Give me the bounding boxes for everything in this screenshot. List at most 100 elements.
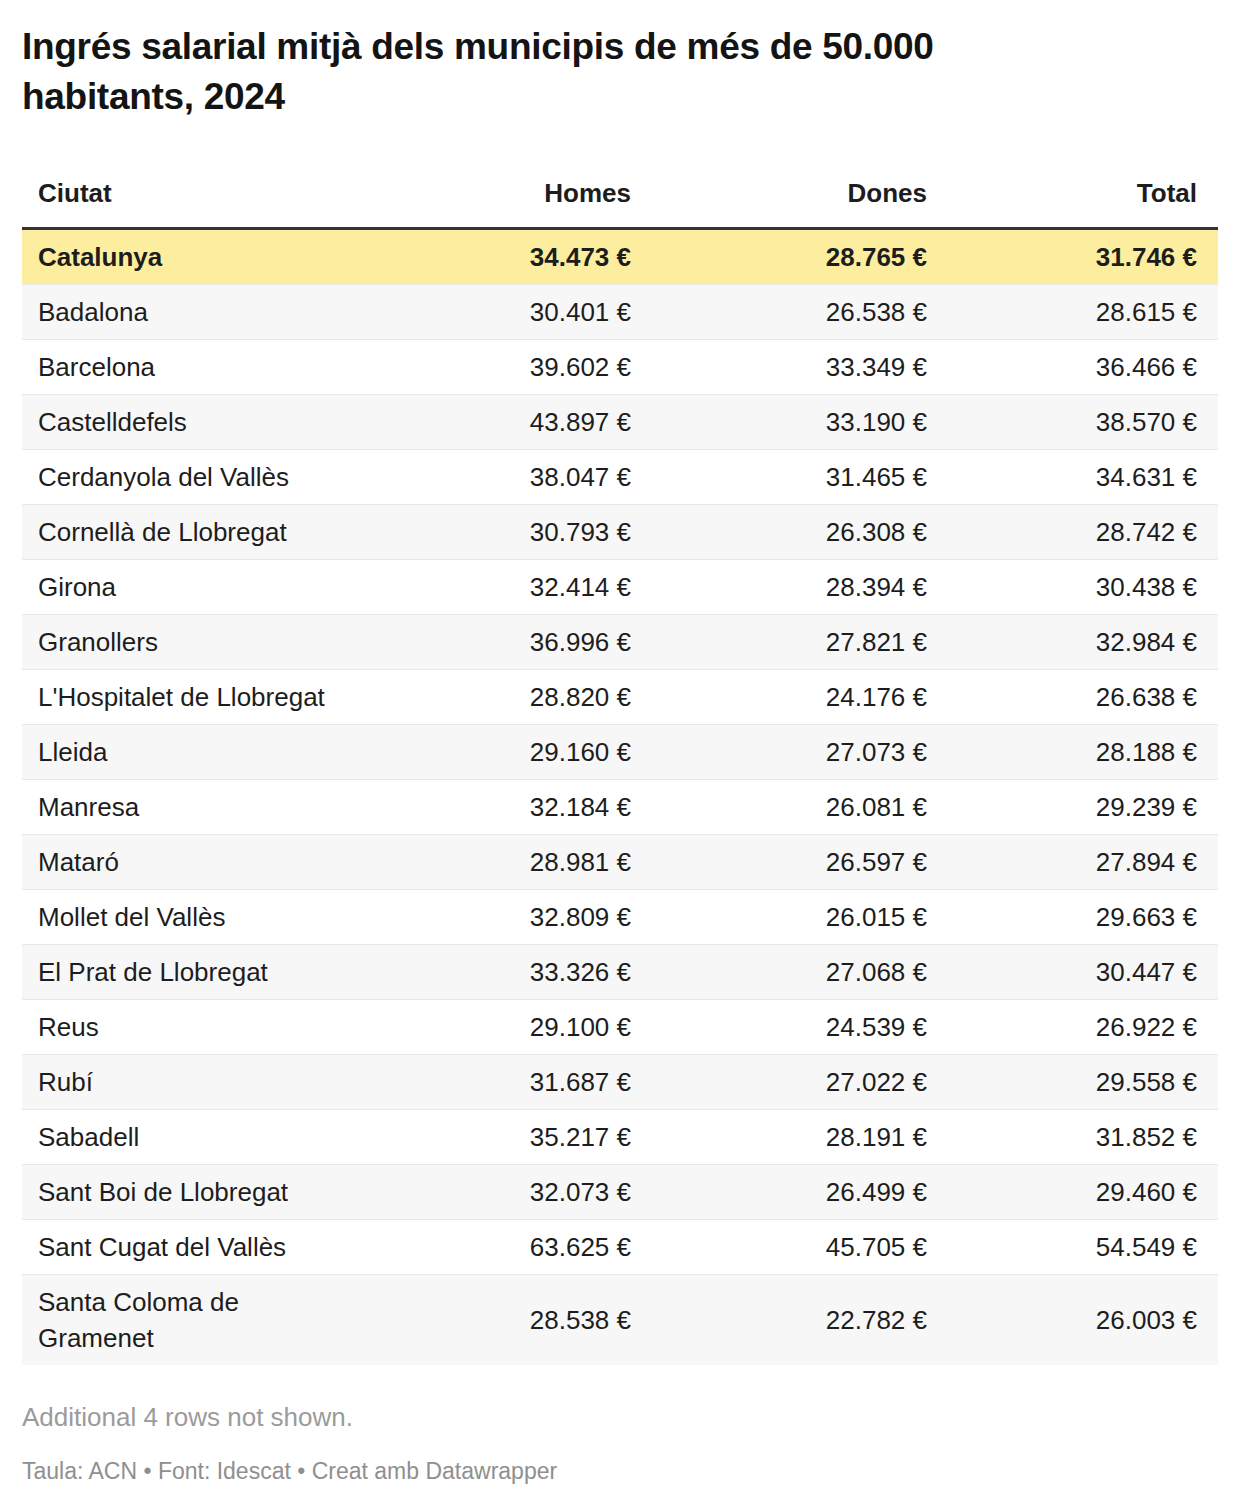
city-cell: Santa Coloma de Gramenet bbox=[22, 1275, 342, 1366]
city-cell: Barcelona bbox=[22, 340, 342, 395]
column-header-total: Total bbox=[948, 122, 1218, 229]
city-cell: Sabadell bbox=[22, 1110, 342, 1165]
total-cell: 36.466 € bbox=[948, 340, 1218, 395]
city-cell: Girona bbox=[22, 560, 342, 615]
homes-cell: 28.820 € bbox=[342, 670, 652, 725]
total-cell: 29.663 € bbox=[948, 890, 1218, 945]
table-row: El Prat de Llobregat 33.326 € 27.068 € 3… bbox=[22, 945, 1218, 1000]
dones-cell: 26.499 € bbox=[652, 1165, 948, 1220]
homes-cell: 33.326 € bbox=[342, 945, 652, 1000]
table-credits: Taula: ACN • Font: Idescat • Creat amb D… bbox=[22, 1457, 1218, 1485]
homes-cell: 38.047 € bbox=[342, 450, 652, 505]
city-cell: Catalunya bbox=[22, 229, 342, 285]
total-cell: 29.460 € bbox=[948, 1165, 1218, 1220]
homes-cell: 32.809 € bbox=[342, 890, 652, 945]
homes-cell: 28.981 € bbox=[342, 835, 652, 890]
dones-cell: 22.782 € bbox=[652, 1275, 948, 1366]
dones-cell: 33.190 € bbox=[652, 395, 948, 450]
table-body: Catalunya 34.473 € 28.765 € 31.746 € Bad… bbox=[22, 229, 1218, 1366]
city-cell: Lleida bbox=[22, 725, 342, 780]
homes-cell: 28.538 € bbox=[342, 1275, 652, 1366]
total-cell: 28.615 € bbox=[948, 285, 1218, 340]
dones-cell: 27.068 € bbox=[652, 945, 948, 1000]
table-row: L'Hospitalet de Llobregat 28.820 € 24.17… bbox=[22, 670, 1218, 725]
total-cell: 30.438 € bbox=[948, 560, 1218, 615]
homes-cell: 36.996 € bbox=[342, 615, 652, 670]
column-header-homes: Homes bbox=[342, 122, 652, 229]
table-row: Catalunya 34.473 € 28.765 € 31.746 € bbox=[22, 229, 1218, 285]
datawrapper-table-page: Ingrés salarial mitjà dels municipis de … bbox=[0, 0, 1240, 1510]
city-cell: Sant Boi de Llobregat bbox=[22, 1165, 342, 1220]
dones-cell: 27.022 € bbox=[652, 1055, 948, 1110]
table-row: Mataró 28.981 € 26.597 € 27.894 € bbox=[22, 835, 1218, 890]
homes-cell: 63.625 € bbox=[342, 1220, 652, 1275]
dones-cell: 26.015 € bbox=[652, 890, 948, 945]
total-cell: 31.746 € bbox=[948, 229, 1218, 285]
total-cell: 28.742 € bbox=[948, 505, 1218, 560]
table-row: Sant Cugat del Vallès 63.625 € 45.705 € … bbox=[22, 1220, 1218, 1275]
table-row: Sabadell 35.217 € 28.191 € 31.852 € bbox=[22, 1110, 1218, 1165]
dones-cell: 33.349 € bbox=[652, 340, 948, 395]
table-row: Cerdanyola del Vallès 38.047 € 31.465 € … bbox=[22, 450, 1218, 505]
dones-cell: 26.308 € bbox=[652, 505, 948, 560]
city-cell: Reus bbox=[22, 1000, 342, 1055]
salary-table: Ciutat Homes Dones Total Catalunya 34.47… bbox=[22, 122, 1218, 1365]
city-cell: Granollers bbox=[22, 615, 342, 670]
city-cell: Rubí bbox=[22, 1055, 342, 1110]
homes-cell: 31.687 € bbox=[342, 1055, 652, 1110]
table-row: Barcelona 39.602 € 33.349 € 36.466 € bbox=[22, 340, 1218, 395]
homes-cell: 30.793 € bbox=[342, 505, 652, 560]
homes-cell: 29.100 € bbox=[342, 1000, 652, 1055]
total-cell: 54.549 € bbox=[948, 1220, 1218, 1275]
total-cell: 34.631 € bbox=[948, 450, 1218, 505]
table-row: Sant Boi de Llobregat 32.073 € 26.499 € … bbox=[22, 1165, 1218, 1220]
total-cell: 26.922 € bbox=[948, 1000, 1218, 1055]
dones-cell: 27.821 € bbox=[652, 615, 948, 670]
table-row: Cornellà de Llobregat 30.793 € 26.308 € … bbox=[22, 505, 1218, 560]
total-cell: 29.239 € bbox=[948, 780, 1218, 835]
rows-not-shown-note: Additional 4 rows not shown. bbox=[22, 1401, 1218, 1433]
dones-cell: 28.191 € bbox=[652, 1110, 948, 1165]
dones-cell: 26.538 € bbox=[652, 285, 948, 340]
dones-cell: 27.073 € bbox=[652, 725, 948, 780]
table-row: Girona 32.414 € 28.394 € 30.438 € bbox=[22, 560, 1218, 615]
city-cell: Castelldefels bbox=[22, 395, 342, 450]
dones-cell: 24.176 € bbox=[652, 670, 948, 725]
table-row: Granollers 36.996 € 27.821 € 32.984 € bbox=[22, 615, 1218, 670]
city-cell: Cornellà de Llobregat bbox=[22, 505, 342, 560]
total-cell: 30.447 € bbox=[948, 945, 1218, 1000]
homes-cell: 32.073 € bbox=[342, 1165, 652, 1220]
homes-cell: 32.184 € bbox=[342, 780, 652, 835]
city-cell: Cerdanyola del Vallès bbox=[22, 450, 342, 505]
total-cell: 26.638 € bbox=[948, 670, 1218, 725]
dones-cell: 26.081 € bbox=[652, 780, 948, 835]
city-cell: Sant Cugat del Vallès bbox=[22, 1220, 342, 1275]
total-cell: 26.003 € bbox=[948, 1275, 1218, 1366]
homes-cell: 43.897 € bbox=[342, 395, 652, 450]
column-header-ciutat: Ciutat bbox=[22, 122, 342, 229]
homes-cell: 34.473 € bbox=[342, 229, 652, 285]
total-cell: 31.852 € bbox=[948, 1110, 1218, 1165]
table-row: Lleida 29.160 € 27.073 € 28.188 € bbox=[22, 725, 1218, 780]
dones-cell: 45.705 € bbox=[652, 1220, 948, 1275]
dones-cell: 26.597 € bbox=[652, 835, 948, 890]
table-row: Badalona 30.401 € 26.538 € 28.615 € bbox=[22, 285, 1218, 340]
city-cell: Manresa bbox=[22, 780, 342, 835]
dones-cell: 24.539 € bbox=[652, 1000, 948, 1055]
table-row: Castelldefels 43.897 € 33.190 € 38.570 € bbox=[22, 395, 1218, 450]
table-row: Manresa 32.184 € 26.081 € 29.239 € bbox=[22, 780, 1218, 835]
city-cell: Mollet del Vallès bbox=[22, 890, 342, 945]
city-cell: El Prat de Llobregat bbox=[22, 945, 342, 1000]
total-cell: 27.894 € bbox=[948, 835, 1218, 890]
homes-cell: 30.401 € bbox=[342, 285, 652, 340]
table-row: Mollet del Vallès 32.809 € 26.015 € 29.6… bbox=[22, 890, 1218, 945]
column-header-dones: Dones bbox=[652, 122, 948, 229]
total-cell: 28.188 € bbox=[948, 725, 1218, 780]
chart-title: Ingrés salarial mitjà dels municipis de … bbox=[22, 22, 1112, 122]
city-cell: Badalona bbox=[22, 285, 342, 340]
homes-cell: 29.160 € bbox=[342, 725, 652, 780]
homes-cell: 32.414 € bbox=[342, 560, 652, 615]
dones-cell: 31.465 € bbox=[652, 450, 948, 505]
dones-cell: 28.394 € bbox=[652, 560, 948, 615]
table-row: Reus 29.100 € 24.539 € 26.922 € bbox=[22, 1000, 1218, 1055]
